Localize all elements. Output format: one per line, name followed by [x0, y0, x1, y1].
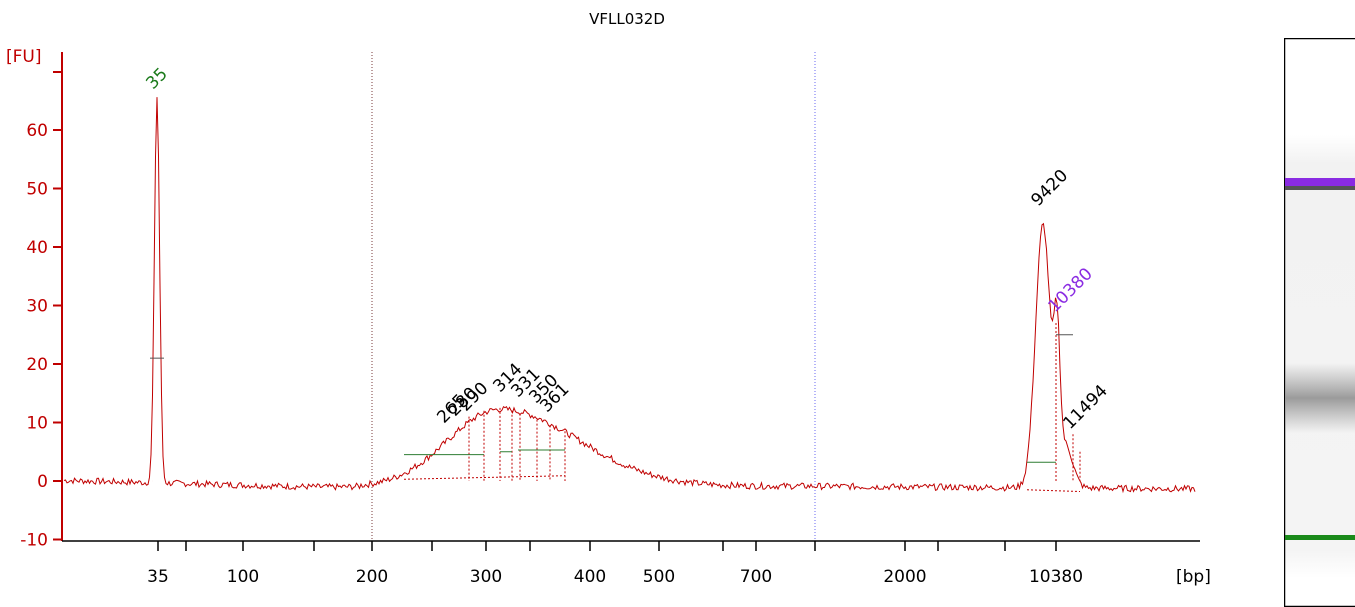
chart-title: VFLL032D	[589, 10, 665, 28]
y-axis-label: [FU]	[6, 47, 42, 67]
peak-label: 9420	[1027, 166, 1072, 211]
x-tick-label: 200	[356, 567, 388, 587]
y-tick-label: 0	[37, 472, 48, 492]
x-tick-label: 700	[740, 567, 772, 587]
electropherogram-trace	[63, 97, 1196, 494]
sample-smear-band	[1285, 363, 1355, 433]
x-tick-label: 2000	[883, 567, 926, 587]
peak-floor-line	[1026, 489, 1081, 493]
lower-marker-band	[1285, 535, 1355, 540]
y-tick-label: 50	[26, 180, 48, 200]
y-tick-label: 60	[26, 121, 48, 141]
smear-floor-line	[403, 475, 566, 480]
y-tick-label: 10	[26, 414, 48, 434]
x-tick-label: 300	[470, 567, 502, 587]
x-tick-label: 100	[227, 567, 259, 587]
electropherogram: VFLL032D [FU] -10 0 10 20 30 40 50 60 35 100 200 300 4…	[6, 10, 1211, 587]
gel-lane-frame	[1284, 38, 1355, 607]
x-tick-label: 400	[574, 567, 606, 587]
upper-marker-band-shadow	[1285, 186, 1355, 190]
y-tick-label: -10	[20, 531, 48, 551]
peak-label: 10380	[1044, 264, 1096, 316]
x-axis-label: [bp]	[1176, 567, 1211, 587]
gel-lane	[1284, 38, 1355, 607]
peak-label: 35	[142, 64, 171, 93]
x-tick-label: 10380	[1029, 567, 1083, 587]
y-tick-label: 30	[26, 297, 48, 317]
upper-marker-band	[1285, 178, 1355, 186]
peak-label: 11494	[1059, 381, 1111, 433]
x-tick-label: 500	[643, 567, 675, 587]
y-tick-label: 20	[26, 355, 48, 375]
x-tick-label: 35	[147, 567, 169, 587]
y-tick-label: 40	[26, 238, 48, 258]
